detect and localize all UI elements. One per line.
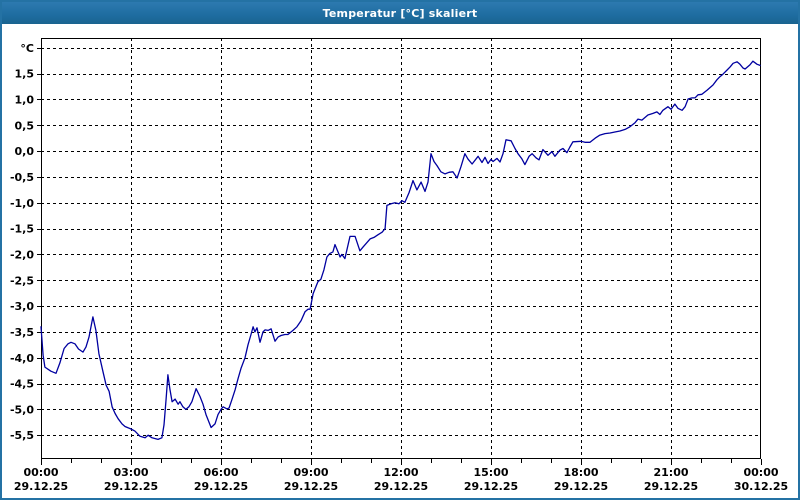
temperature-series-line: [40, 60, 761, 441]
y-tick-label: -1,0: [10, 197, 34, 210]
x-tick-time: 09:00: [293, 466, 328, 479]
x-tick-date: 29.12.25: [374, 480, 428, 493]
x-tick-date: 29.12.25: [14, 480, 68, 493]
x-tick-date: 29.12.25: [104, 480, 158, 493]
y-tick-label: 1,0: [15, 93, 35, 106]
x-tick-date: 29.12.25: [644, 480, 698, 493]
y-tick-label: -3,5: [10, 326, 34, 339]
x-tick-time: 00:00: [743, 466, 778, 479]
x-tick-date: 29.12.25: [194, 480, 248, 493]
y-axis-unit-label: °C: [20, 42, 34, 55]
y-axis-labels: °C 1,5 1,0 0,5 0,0 -0,5 -1,0 -1,5 -2,0 -2,5 -3,0 -3…: [10, 42, 34, 442]
x-tick-date: 29.12.25: [554, 480, 608, 493]
x-tick-time: 15:00: [473, 466, 508, 479]
x-axis-labels: 00:0029.12.2503:0029.12.2506:0029.12.250…: [14, 466, 788, 493]
y-tick-label: -0,5: [10, 171, 34, 184]
y-tick-label: -5,5: [10, 429, 34, 442]
plot-border: [41, 38, 761, 459]
window-title: Temperatur [°C] skaliert: [322, 6, 478, 20]
y-tick-label: -3,0: [10, 300, 34, 313]
temperature-line-chart: °C 1,5 1,0 0,5 0,0 -0,5 -1,0 -1,5 -2,0 -2,5 -3,0 -3…: [10, 38, 788, 493]
y-tick-label: -1,5: [10, 223, 34, 236]
x-tick-time: 18:00: [563, 466, 598, 479]
axis-ticks: [37, 48, 762, 465]
x-tick-date: 29.12.25: [464, 480, 518, 493]
x-tick-time: 21:00: [653, 466, 688, 479]
x-tick-time: 00:00: [23, 466, 58, 479]
y-tick-label: 1,5: [15, 68, 35, 81]
y-tick-label: 0,0: [15, 145, 35, 158]
window-titlebar[interactable]: Temperatur [°C] skaliert: [2, 2, 798, 24]
x-tick-time: 12:00: [383, 466, 418, 479]
y-tick-label: -4,0: [10, 352, 34, 365]
x-tick-date: 30.12.25: [734, 480, 788, 493]
y-tick-label: -2,5: [10, 274, 34, 287]
x-tick-time: 06:00: [203, 466, 238, 479]
chart-container: °C 1,5 1,0 0,5 0,0 -0,5 -1,0 -1,5 -2,0 -2,5 -3,0 -3…: [2, 24, 798, 498]
grid: [41, 38, 761, 459]
y-tick-label: -2,0: [10, 248, 34, 261]
x-tick-time: 03:00: [113, 466, 148, 479]
y-tick-label: 0,5: [15, 119, 35, 132]
y-tick-label: -4,5: [10, 378, 34, 391]
y-tick-label: -5,0: [10, 403, 34, 416]
x-tick-date: 29.12.25: [284, 480, 338, 493]
